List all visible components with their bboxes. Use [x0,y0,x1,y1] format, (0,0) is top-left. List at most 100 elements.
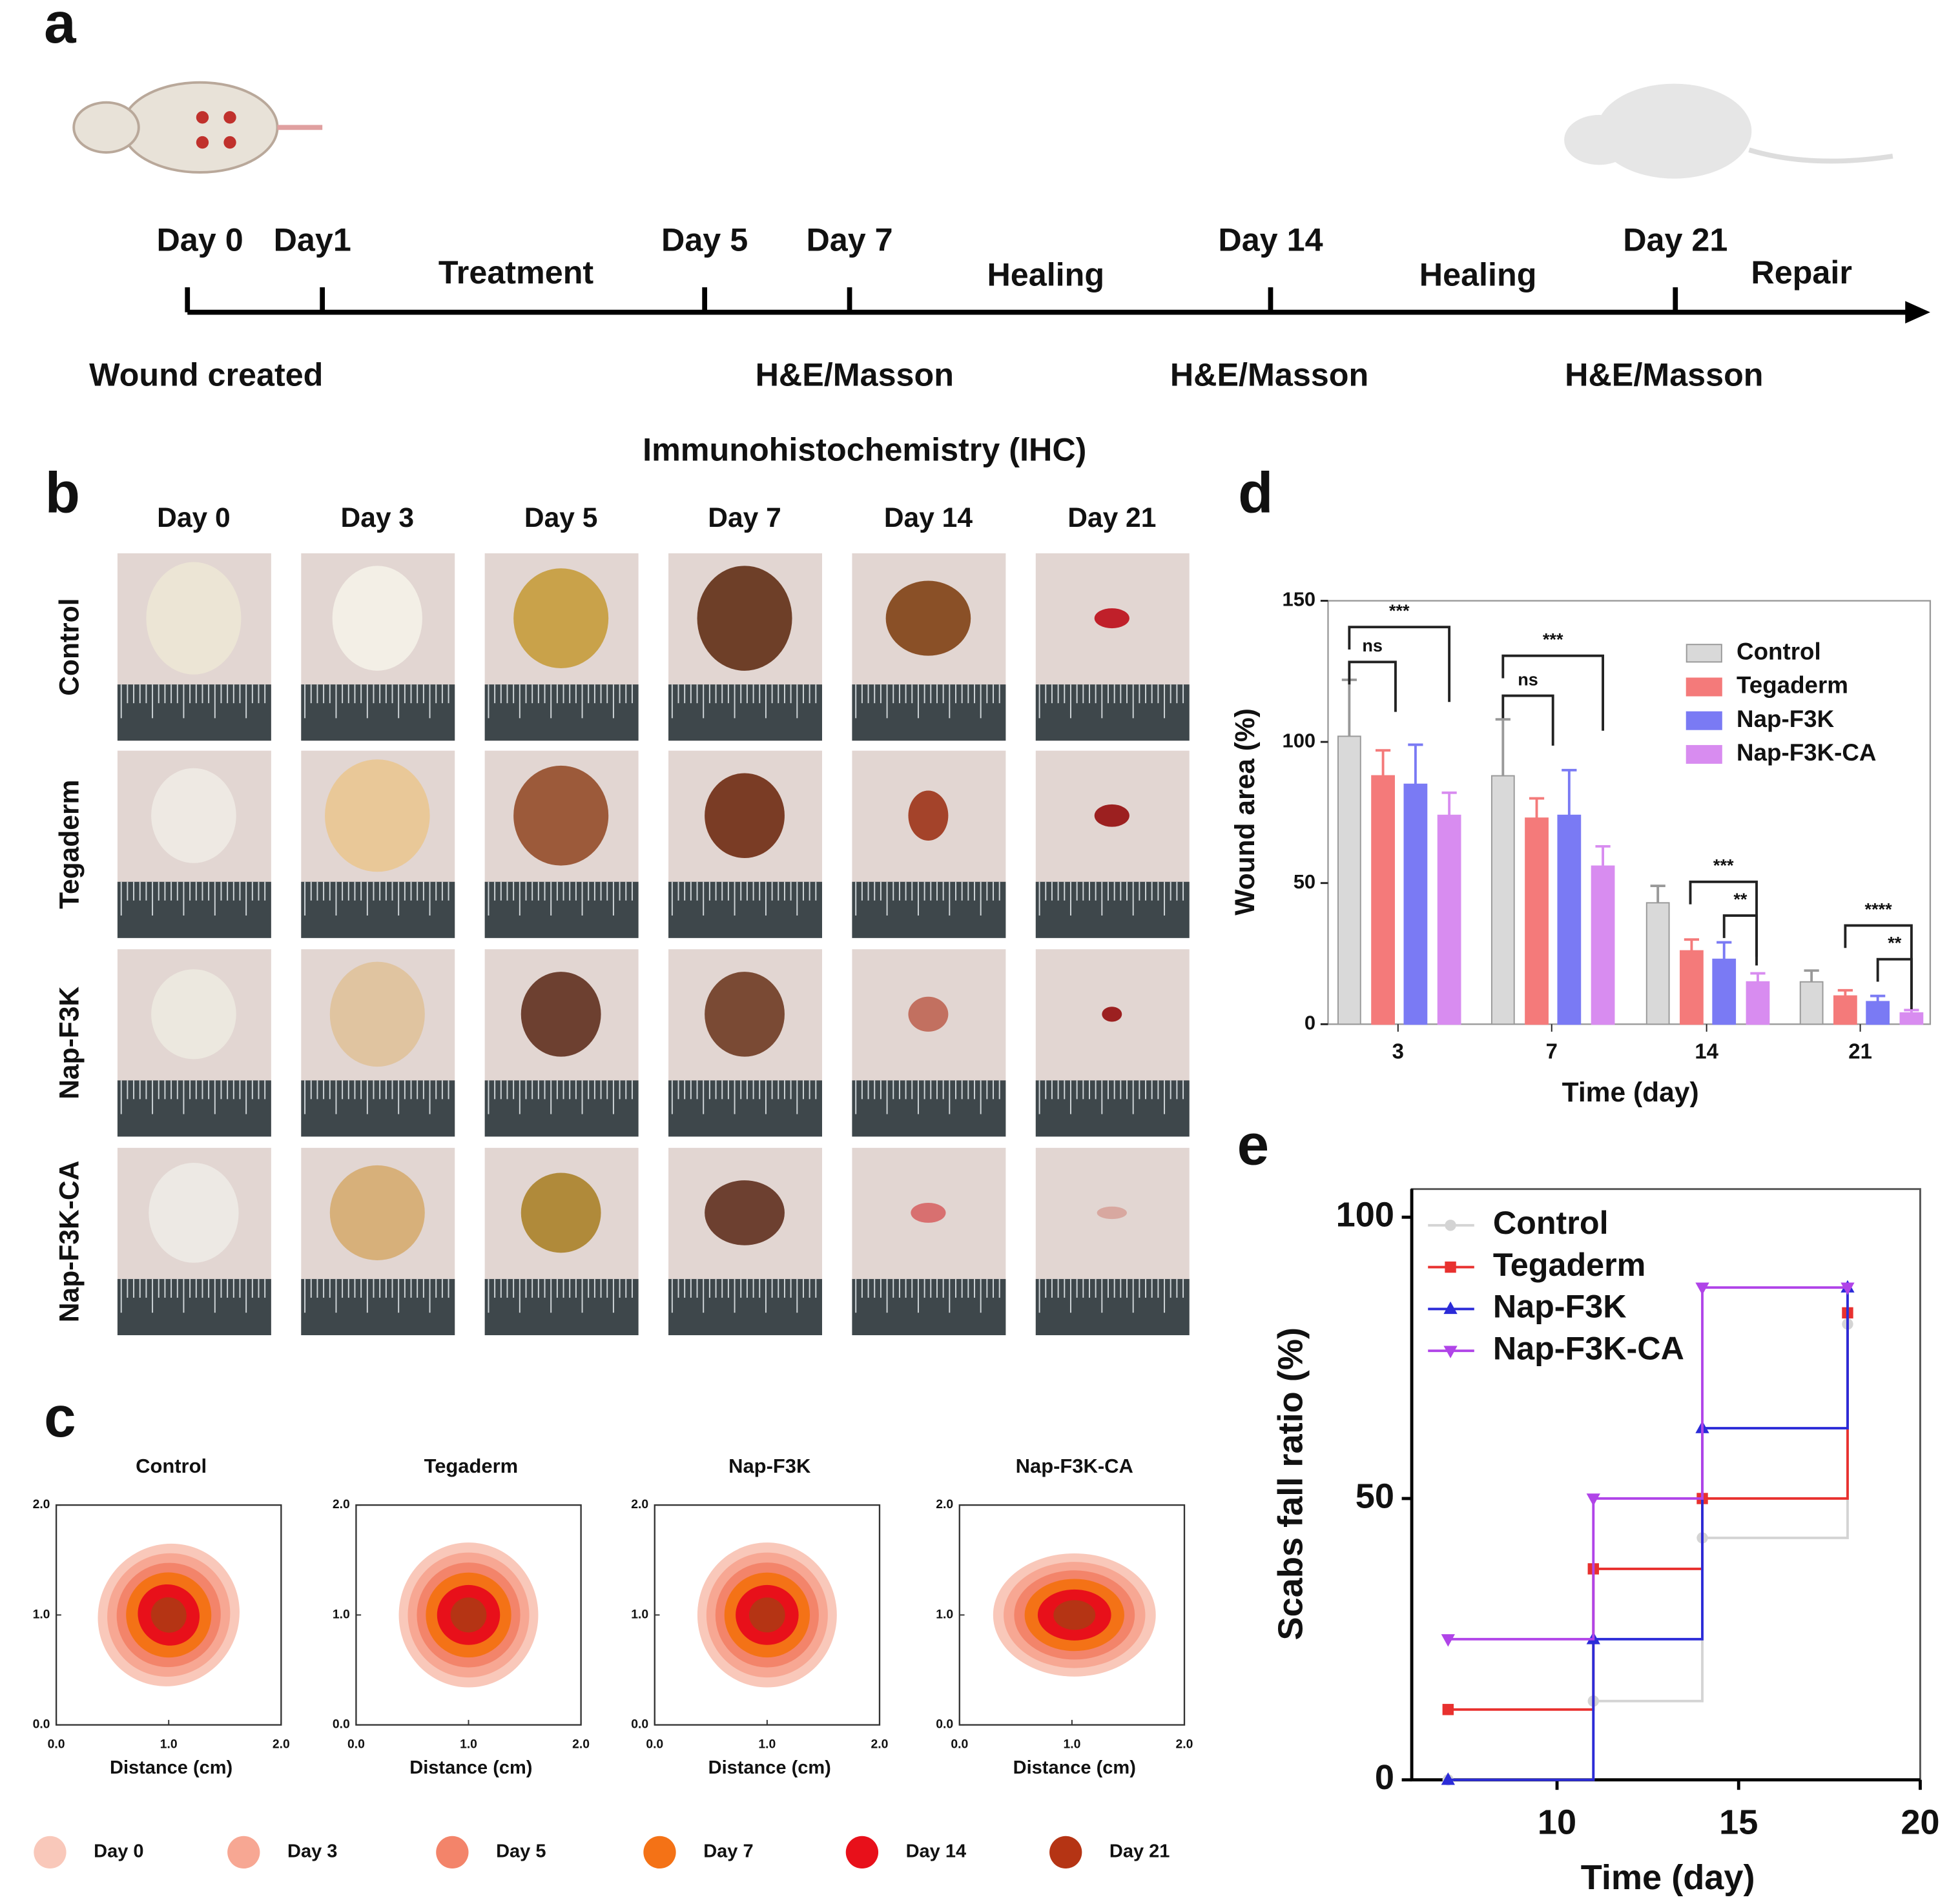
step-line [1448,1287,1849,1781]
significance-bracket [1876,957,1913,1010]
x-axis-label: Distance (cm) [409,1757,532,1778]
error-bar [1375,749,1391,776]
contour-title: Tegaderm [424,1455,519,1477]
legend-label: Day 3 [287,1841,337,1862]
x-axis-label: Time (day) [1581,1858,1755,1897]
wound [908,790,949,841]
legend-label: Day 21 [1109,1841,1170,1862]
y-axis-label: Scabs fall ratio (%) [1272,1327,1310,1641]
significance-label: *** [1389,600,1410,620]
photo [668,1147,822,1336]
error-bar [1717,941,1732,959]
x-tick-label: 1.0 [160,1737,178,1752]
legend-swatch [1686,711,1722,730]
panel-label: d [1238,460,1273,524]
wound [908,996,949,1032]
y-tick-label: 0 [1375,1758,1394,1797]
photo-ruler [852,1080,1006,1137]
legend-marker [1443,1346,1458,1358]
legend-label: Day 7 [703,1841,753,1862]
timeline-day: Day1 [274,221,351,258]
error-bar [1684,938,1700,951]
error-bar [1595,845,1611,866]
photo [852,553,1006,741]
bar [1746,981,1770,1025]
bar [1680,950,1704,1025]
y-tick-label: 2.0 [631,1497,648,1511]
photo [1035,553,1190,741]
error-bar [1650,885,1665,903]
x-tick-label: 3 [1392,1039,1404,1063]
legend-label: Tegaderm [1493,1246,1646,1283]
x-tick-label: 15 [1719,1803,1758,1842]
significance-label: *** [1543,630,1563,650]
contour-title: Control [136,1455,207,1477]
x-tick-label: 2.0 [273,1737,290,1752]
mouse-side [1564,83,1893,179]
y-axis-label: Wound area (%) [1230,708,1261,916]
point [1695,1282,1709,1295]
legend-marker [1443,1301,1458,1315]
mouse-top [72,81,323,174]
wound [332,566,422,671]
y-tick-label: 0.0 [936,1717,953,1732]
legend-swatch [1686,644,1722,663]
bar [1490,775,1515,1025]
row-label: Nap-F3K-CA [54,1161,85,1323]
legend-swatch [1686,744,1722,764]
timeline-event: Wound created [89,356,323,393]
legend-label: Nap-F3K [1493,1288,1627,1325]
y-tick-label: 1.0 [936,1607,953,1621]
wound [1094,608,1129,629]
timeline-event: H&E/Masson [756,356,954,393]
photo [484,553,639,741]
legend-label: Nap-F3K-CA [1737,739,1876,766]
timeline-day: Day 7 [806,221,892,258]
step-line [1448,1286,1848,1641]
photo [301,553,455,741]
photo-ruler [852,1278,1006,1336]
significance-bracket [1348,660,1397,712]
y-tick-label: 1.0 [333,1607,350,1621]
photo [484,949,639,1137]
axes [1410,1189,1921,1782]
wound [151,768,236,863]
significance-label: ns [1362,635,1383,655]
timeline-phase: Treatment [438,254,594,291]
bar [1557,814,1582,1025]
wound [329,961,425,1067]
bar [1403,783,1428,1025]
wound [1097,1206,1128,1220]
timeline-arrow [1905,301,1930,324]
timeline-day: Day 14 [1218,221,1323,258]
wound [325,759,430,872]
plot-frame [1327,600,1932,1025]
legend-swatch [1686,677,1722,697]
error-bar [1837,988,1853,996]
point [1586,1493,1600,1506]
column-label: Day 7 [708,502,781,533]
y-tick-label: 50 [1294,870,1315,893]
x-tick-label: 14 [1695,1039,1718,1063]
x-tick-label: 10 [1538,1803,1576,1842]
photo-ruler [852,684,1006,741]
wound [705,773,785,859]
point [1441,1772,1455,1785]
x-tick-label: 2.0 [1176,1737,1193,1752]
error-bar [1750,972,1766,982]
bar [1799,981,1824,1025]
error-bar [1408,743,1423,784]
photo [301,949,455,1137]
photo [117,949,271,1137]
wound [521,972,601,1057]
x-tick-label: 1.0 [460,1737,477,1752]
legend-label: Tegaderm [1737,672,1848,699]
photo [301,750,455,938]
bar [1712,958,1737,1025]
bar [1337,735,1361,1025]
wound [149,1163,239,1263]
photo [852,1147,1006,1336]
photo [668,553,822,741]
contour-title: Nap-F3K-CA [1016,1455,1133,1477]
